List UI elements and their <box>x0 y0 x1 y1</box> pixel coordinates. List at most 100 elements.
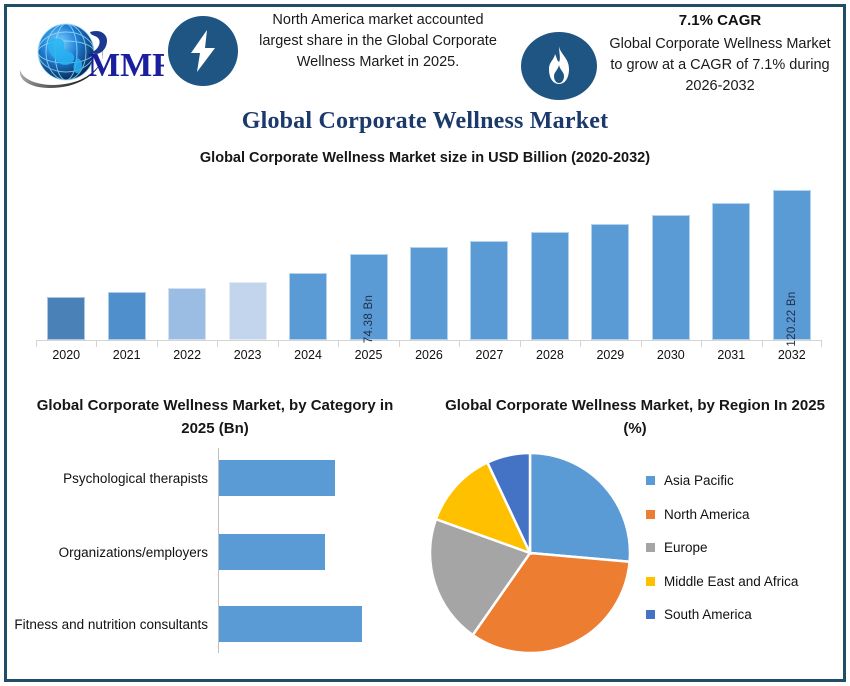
column-bar <box>651 215 690 340</box>
flame-icon <box>549 46 569 84</box>
category-bar <box>219 606 362 642</box>
column-bar-slot <box>278 178 338 340</box>
pie-legend-item: Middle East and Africa <box>646 565 842 599</box>
column-bar <box>289 273 328 340</box>
column-tick <box>277 341 279 347</box>
column-bar-slot <box>96 178 156 340</box>
column-chart-title: Global Corporate Wellness Market size in… <box>199 150 651 166</box>
column-bar-slot <box>459 178 519 340</box>
column-chart-xlabels: 2020 2021 2022 2023 2024 2025 2026 2027 2028 2029… <box>36 348 822 368</box>
pie-legend-swatch <box>646 509 655 519</box>
pie-legend-swatch <box>646 543 655 553</box>
column-tick <box>36 341 37 347</box>
column-x-label: 2030 <box>656 348 685 362</box>
region-chart-title: Global Corporate Wellness Market, by Reg… <box>445 397 825 437</box>
pie-legend-swatch <box>646 610 655 620</box>
pie-legend-label: South America <box>664 607 752 623</box>
category-bar-label: Organizations/employers <box>58 544 208 560</box>
pie-legend-swatch <box>646 576 655 586</box>
pie-slice <box>428 517 532 637</box>
column-tick <box>519 341 521 347</box>
column-tick <box>640 341 642 347</box>
pie-legend-item: North America <box>646 498 842 532</box>
callout-left-text: North America market accounted largest s… <box>259 12 497 70</box>
category-bar <box>219 534 325 570</box>
lightning-bolt-icon <box>191 30 215 72</box>
cagr-heading: 7.1% CAGR <box>678 12 762 29</box>
category-bar-chart: Global Corporate Wellness Market, by Cat… <box>8 386 420 676</box>
column-x-label: 2029 <box>596 348 625 362</box>
pie-slice <box>528 451 632 564</box>
column-chart-bars: 74.38 Bn 120.22 Bn <box>36 178 822 347</box>
column-tick <box>701 341 703 347</box>
column-bar-value-label: 120.22 Bn <box>785 291 798 347</box>
column-tick <box>580 341 582 347</box>
column-bar <box>591 224 630 340</box>
logo-hook-icon <box>90 30 108 54</box>
column-bar-slot <box>399 178 459 340</box>
column-tick <box>821 341 822 347</box>
market-size-column-chart: Global Corporate Wellness Market size in… <box>14 150 836 365</box>
column-bar-slot <box>641 178 701 340</box>
category-bar <box>219 460 335 496</box>
pie-legend-item: Europe <box>646 531 842 565</box>
mmr-logo-svg: MMR <box>19 23 164 89</box>
column-x-label: 2023 <box>233 348 262 362</box>
column-x-label: 2032 <box>777 348 806 362</box>
pie-slice <box>471 551 631 655</box>
column-x-label: 2027 <box>475 348 504 362</box>
lightning-badge <box>168 16 238 86</box>
mmr-logo: MMR <box>14 14 164 96</box>
column-x-label: 2025 <box>354 348 383 362</box>
column-bar-slot: 120.22 Bn <box>762 178 822 347</box>
column-x-label: 2021 <box>112 348 141 362</box>
column-bar-slot <box>520 178 580 340</box>
pie-slice <box>485 451 532 554</box>
category-bar-row: Psychological therapists <box>8 460 420 496</box>
column-x-label: 2024 <box>294 348 322 362</box>
column-x-label: 2022 <box>173 348 202 362</box>
pie-legend-item: Asia Pacific <box>646 464 842 498</box>
column-x-label: 2026 <box>415 348 443 362</box>
column-x-label: 2028 <box>536 348 564 362</box>
pie-slice <box>434 460 533 556</box>
column-tick <box>217 341 219 347</box>
category-bar-label: Fitness and nutrition consultants <box>14 616 208 632</box>
category-chart-axis <box>218 448 219 653</box>
column-bar: 74.38 Bn <box>349 254 388 344</box>
column-bar <box>530 232 569 340</box>
pie-legend-label: Asia Pacific <box>664 473 734 489</box>
column-x-label: 2031 <box>717 348 746 362</box>
category-chart-title: Global Corporate Wellness Market, by Cat… <box>36 397 394 437</box>
column-bar <box>409 247 448 340</box>
page-title: Global Corporate Wellness Market <box>241 108 609 134</box>
column-tick <box>761 341 763 347</box>
category-bar-row: Organizations/employers <box>8 534 420 570</box>
column-bar <box>107 292 146 340</box>
column-bar-slot <box>580 178 640 340</box>
region-pie-chart: Global Corporate Wellness Market, by Reg… <box>420 386 844 676</box>
column-bar <box>168 288 207 340</box>
column-bar-slot <box>36 178 96 340</box>
column-bar <box>47 297 86 340</box>
column-bar-value-label: 74.38 Bn <box>362 294 375 344</box>
callout-north-america: North America market accounted largest s… <box>258 10 498 73</box>
logo-wordmark: MMR <box>88 47 164 84</box>
pie-svg <box>428 451 632 655</box>
pie-legend: Asia Pacific North America Europe Middle Ea… <box>646 464 842 632</box>
column-tick <box>398 341 400 347</box>
callout-cagr: 7.1% CAGR Global Corporate Wellness Mark… <box>604 10 836 97</box>
column-bar-slot <box>217 178 277 340</box>
column-bar: 120.22 Bn <box>772 190 811 347</box>
column-chart-axis <box>36 340 822 341</box>
category-chart-plot: Psychological therapists Organizations/em… <box>8 448 420 656</box>
column-bar <box>228 282 267 340</box>
pie-graphic <box>426 444 644 662</box>
column-bar-slot <box>701 178 761 340</box>
column-x-label: 2020 <box>52 348 81 362</box>
flame-badge <box>521 32 597 100</box>
pie-legend-swatch <box>646 476 655 486</box>
column-bar <box>470 241 509 340</box>
column-tick <box>156 341 158 347</box>
